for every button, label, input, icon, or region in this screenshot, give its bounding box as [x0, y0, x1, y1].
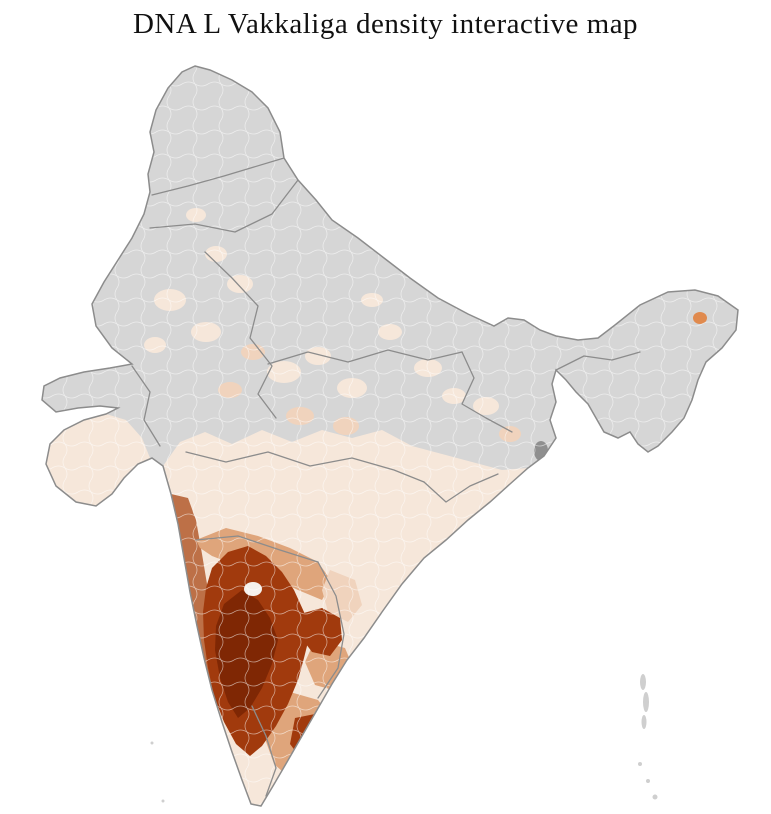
state-boundary-line	[204, 251, 277, 419]
state-boundary-line	[151, 157, 285, 196]
state-boundary-line	[267, 349, 463, 365]
state-boundary-line	[423, 473, 499, 503]
island-andaman[interactable]	[643, 692, 649, 712]
district-mesh-overlay	[42, 66, 738, 806]
islands	[150, 674, 658, 803]
island-lakshadweep[interactable]	[161, 799, 165, 803]
island-andaman[interactable]	[640, 674, 646, 690]
state-boundary-line	[461, 351, 513, 433]
state-boundary-line	[195, 535, 319, 563]
island-lakshadweep[interactable]	[150, 741, 154, 745]
state-boundary-line	[251, 705, 277, 797]
state-boundary-line	[555, 351, 641, 371]
page-title: DNA L Vakkaliga density interactive map	[132, 8, 639, 40]
island-nicobar[interactable]	[646, 779, 650, 783]
density-regions	[42, 66, 738, 806]
island-nicobar[interactable]	[652, 794, 658, 800]
state-boundaries	[131, 157, 641, 797]
island-andaman[interactable]	[641, 715, 647, 729]
state-boundary-line	[317, 561, 345, 699]
island-nicobar[interactable]	[638, 762, 642, 766]
state-boundary-line	[131, 365, 161, 447]
state-boundary-line	[149, 179, 299, 233]
state-boundary-line	[185, 451, 425, 483]
